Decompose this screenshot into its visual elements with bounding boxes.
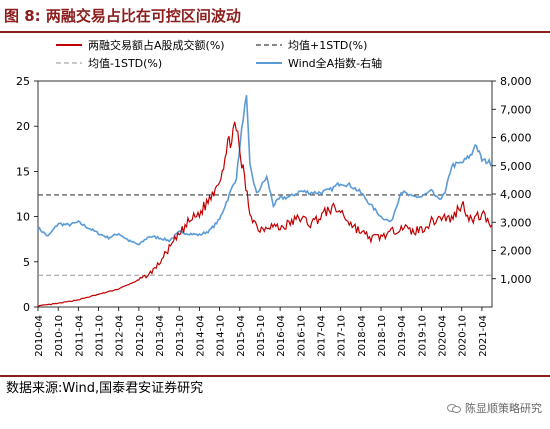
x-tick-label: 2014-10 (216, 315, 227, 357)
y-right-tick-label: 5,000 (500, 160, 532, 173)
legend-wind-a: Wind全A指数-右轴 (256, 56, 382, 70)
y-right-tick-label: 7,000 (500, 103, 532, 116)
x-tick-label: 2010-04 (34, 315, 45, 357)
x-tick-label: 2018-10 (377, 315, 388, 357)
source-rule (0, 375, 550, 377)
y-right-tick-label: 3,000 (500, 216, 532, 229)
y-right-tick-label: 2,000 (500, 245, 532, 258)
legend-wind-a-label: Wind全A指数-右轴 (288, 56, 382, 70)
y-left-tick-label: 10 (16, 211, 30, 224)
wind-a-index-line (37, 95, 493, 246)
y-right-tick-label: 1,000 (500, 273, 532, 286)
x-tick-label: 2014-04 (195, 315, 206, 357)
x-tick-label: 2012-04 (115, 315, 126, 357)
x-tick-label: 2012-10 (135, 315, 146, 357)
margin-trading-share-line (37, 121, 493, 308)
line-chart: 0 5 10 15 20 25 1,000 2,000 3,000 4,000 5,000 6,000… (16, 38, 532, 357)
legend-margin-share-label: 两融交易额占A股成交额(%) (88, 38, 225, 52)
x-tick-label: 2013-04 (155, 315, 166, 357)
x-tick-label: 2016-10 (296, 315, 307, 357)
x-tick-label: 2011-04 (74, 315, 85, 357)
x-tick-label: 2011-10 (95, 315, 106, 357)
x-tick-label: 2018-04 (357, 315, 368, 357)
y-right-tick-label: 4,000 (500, 188, 532, 201)
y-left-tick-label: 15 (16, 165, 30, 178)
y-left-tick-label: 0 (23, 301, 30, 314)
source-note: 数据来源:Wind,国泰君安证券研究 (6, 381, 204, 396)
x-tick-label: 2019-04 (397, 315, 408, 357)
y-left-tick-label: 5 (23, 256, 30, 269)
x-tick-label: 2010-10 (54, 315, 65, 357)
y-left-tick-label: 25 (16, 75, 30, 88)
wechat-icon (447, 403, 461, 413)
x-tick-label: 2020-04 (438, 315, 449, 357)
x-tick-label: 2017-10 (337, 315, 348, 357)
x-tick-label: 2013-10 (175, 315, 186, 357)
legend-margin-share: 两融交易额占A股成交额(%) (56, 38, 225, 52)
legend-upper-band: 均值+1STD(%) (256, 39, 367, 52)
watermark: 陈显顺策略研究 (447, 400, 542, 416)
x-tick-label: 2016-04 (276, 315, 287, 357)
legend-upper-band-label: 均值+1STD(%) (288, 39, 367, 52)
x-tick-label: 2021-04 (478, 315, 489, 357)
y-right-tick-label: 8,000 (500, 75, 532, 88)
legend-lower-band-label: 均值-1STD(%) (88, 57, 162, 70)
x-tick-label: 2019-10 (417, 315, 428, 357)
x-tick-label: 2020-10 (458, 315, 469, 357)
x-tick-label: 2015-04 (236, 315, 247, 357)
x-tick-label: 2015-10 (256, 315, 267, 357)
watermark-text: 陈显顺策略研究 (465, 402, 542, 415)
x-tick-label: 2017-04 (316, 315, 327, 357)
y-right-tick-label: 6,000 (500, 132, 532, 145)
figure-title: 图 8: 两融交易占比在可控区间波动 (4, 7, 241, 25)
title-rule (0, 31, 550, 33)
legend-lower-band: 均值-1STD(%) (56, 57, 162, 70)
y-left-tick-label: 20 (16, 120, 30, 133)
